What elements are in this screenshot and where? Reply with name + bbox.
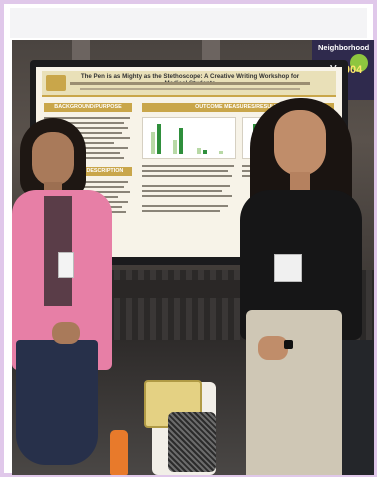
person-right-neck bbox=[290, 172, 310, 194]
poster-authors-line bbox=[70, 82, 310, 85]
chart-bar bbox=[219, 151, 223, 154]
text-line bbox=[142, 205, 228, 207]
chart-bar bbox=[179, 128, 183, 154]
water-bottle bbox=[110, 430, 128, 475]
section-outcomes: OUTCOME MEASURES/RESULTS bbox=[142, 103, 334, 112]
chart-bar bbox=[151, 132, 155, 154]
watch-icon bbox=[284, 340, 293, 349]
person-left-name-badge bbox=[58, 252, 74, 278]
chart-bar bbox=[203, 150, 207, 154]
chart-bar bbox=[157, 124, 161, 154]
mesh-bag bbox=[168, 412, 216, 472]
text-line bbox=[142, 175, 232, 177]
top-band bbox=[10, 8, 367, 38]
person-left-skirt bbox=[16, 340, 98, 465]
sign-logo-icon bbox=[350, 54, 368, 72]
person-left-shirt bbox=[44, 196, 72, 306]
person-right-hands bbox=[258, 336, 288, 360]
poster-logo-icon bbox=[46, 75, 66, 91]
text-line bbox=[44, 132, 122, 134]
sign-text: Neighborhood bbox=[318, 43, 370, 52]
chart-bar bbox=[173, 140, 177, 154]
poster-affiliation-line bbox=[80, 88, 300, 90]
text-line bbox=[44, 117, 130, 119]
text-line bbox=[44, 147, 128, 149]
text-line bbox=[142, 190, 222, 192]
text-line bbox=[142, 185, 230, 187]
results-chart-left bbox=[142, 117, 236, 159]
text-line bbox=[44, 127, 128, 129]
conference-photo: Neighborhood 15-004 V The Pen is as Migh… bbox=[12, 40, 374, 475]
section-workshop: WORKSHOP DESCRIPTION bbox=[44, 167, 132, 176]
section-background: BACKGROUND/PURPOSE bbox=[44, 103, 132, 112]
person-left-face bbox=[32, 132, 74, 186]
chair bbox=[342, 340, 374, 475]
person-right-pants bbox=[246, 310, 342, 475]
text-line bbox=[44, 181, 128, 183]
text-line bbox=[44, 137, 130, 139]
text-line bbox=[142, 165, 234, 167]
text-line bbox=[142, 210, 220, 212]
text-line bbox=[142, 170, 228, 172]
chart-bar bbox=[197, 148, 201, 154]
person-left-hands bbox=[52, 322, 80, 344]
text-line bbox=[142, 195, 232, 197]
text-line bbox=[44, 122, 124, 124]
person-right-name-badge bbox=[274, 254, 302, 282]
person-right-face bbox=[274, 110, 326, 176]
